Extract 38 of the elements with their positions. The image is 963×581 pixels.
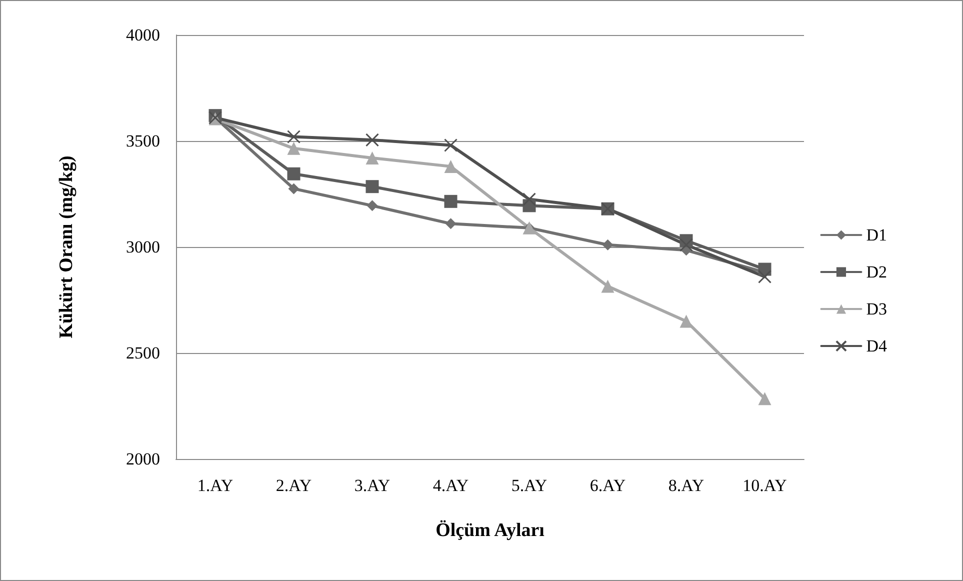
point [366, 151, 379, 164]
point [444, 194, 458, 208]
point [602, 239, 614, 250]
x-tick-label: 8.AY [668, 476, 704, 495]
point [680, 314, 693, 328]
point [522, 192, 536, 206]
point [758, 392, 772, 406]
y-tick-label: 2000 [126, 450, 160, 468]
legend-label: D2 [866, 262, 888, 282]
y-tick-label: 2500 [126, 344, 160, 362]
y-tick-label: 3500 [126, 132, 160, 150]
y-tick-label: 4000 [126, 26, 160, 44]
x-tick-label: 4.AY [432, 476, 469, 495]
point [444, 138, 458, 152]
point [680, 238, 693, 252]
x-tick-label: 3.AY [354, 476, 390, 495]
legend-label: D1 [866, 226, 888, 244]
point [758, 270, 772, 284]
x-tick-label: 2.AY [276, 476, 312, 495]
x-tick-label: 1.AY [197, 476, 234, 495]
x-tick-label: 10.AY [742, 476, 787, 495]
x-axis-title: Ölçüm Ayları [436, 520, 544, 541]
point [366, 133, 379, 147]
y-axis-title: Kükürt Oranı (mg/kg) [56, 156, 77, 338]
y-tick-label: 3000 [126, 238, 160, 256]
legend-label: D4 [866, 336, 888, 356]
point [287, 142, 300, 155]
legend-label: D3 [866, 300, 888, 318]
point [601, 280, 614, 293]
x-tick-label: 6.AY [590, 476, 626, 495]
point [366, 180, 379, 194]
point [288, 183, 300, 194]
point [445, 218, 456, 230]
point [366, 200, 378, 212]
point [444, 160, 458, 173]
point [287, 167, 300, 180]
point [287, 130, 300, 144]
x-tick-label: 5.AY [511, 476, 548, 495]
